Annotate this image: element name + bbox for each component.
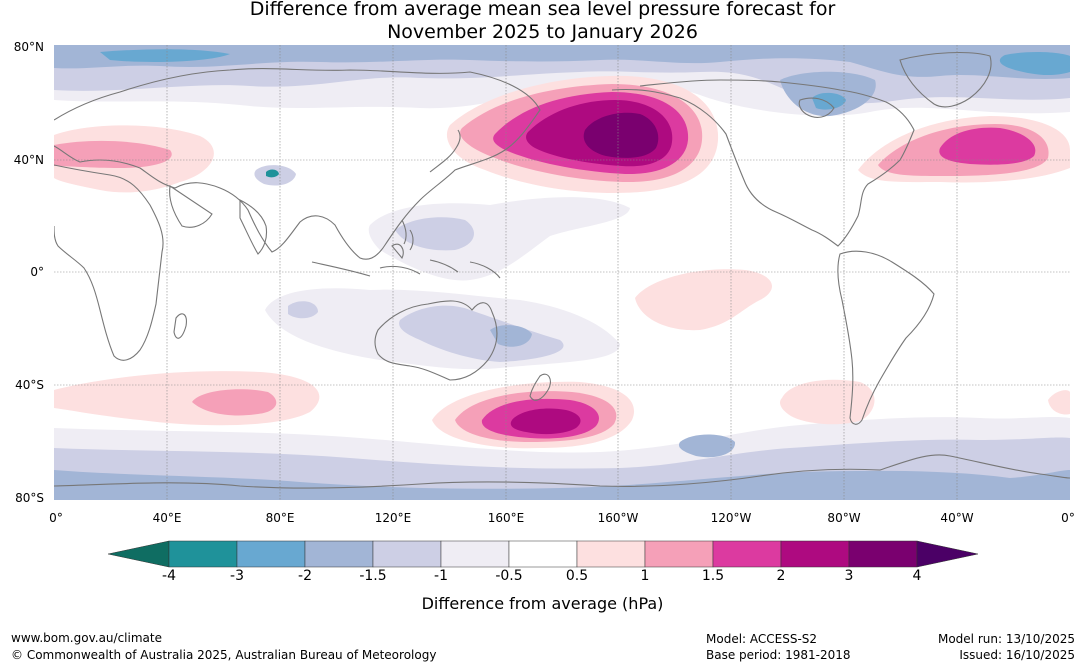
contour-southern-dark	[54, 470, 1070, 500]
contour-canada-core	[812, 92, 846, 110]
contour-arctic-russia	[100, 49, 230, 62]
graticule	[54, 45, 1070, 500]
coast-india	[239, 199, 268, 255]
lat-label-80n: 80°N	[13, 40, 44, 54]
lon-label-120w: 120°W	[710, 511, 752, 525]
colorbar-tick: 2	[776, 568, 786, 584]
lon-label-160w: 160°W	[597, 511, 639, 525]
contour-coralsea-dark	[490, 325, 532, 347]
footer-base-period: Base period: 1981-2018	[706, 648, 851, 662]
contour-arctic-dark	[54, 45, 1070, 79]
colorbar-over-arrow	[916, 540, 979, 568]
colorbar-tick: 1	[640, 568, 650, 584]
lon-label-120e: 120°E	[374, 511, 412, 525]
contour-indian-dark	[288, 301, 318, 319]
footer-issued: Issued: 16/10/2025	[959, 648, 1075, 662]
contour-wpac-mid	[395, 217, 475, 251]
coast-philippines	[401, 219, 414, 251]
colorbar-tick: -3	[230, 568, 244, 584]
anomaly-field	[54, 45, 1070, 500]
lat-label-equator: 0°	[30, 265, 44, 279]
colorbar-bin	[372, 540, 442, 568]
colorbar-bin	[644, 540, 714, 568]
lon-label-40e: 40°E	[152, 511, 182, 525]
colorbar-tick: -2	[298, 568, 312, 584]
lat-label-40n: 40°N	[13, 153, 44, 167]
page-title-line2: November 2025 to January 2026	[387, 21, 698, 43]
coast-madagascar	[173, 313, 187, 339]
colorbar-under-arrow	[107, 540, 170, 568]
colorbar	[107, 540, 979, 568]
colorbar-bin	[168, 540, 238, 568]
lon-label-0-east: 0°	[1061, 511, 1075, 525]
contour-npac-3	[583, 112, 659, 158]
lon-label-160e: 160°E	[487, 511, 525, 525]
footer-model: Model: ACCESS-S2	[706, 632, 818, 646]
lon-label-0-west: 0°	[49, 511, 63, 525]
lon-label-80w: 80°W	[827, 511, 861, 525]
colorbar-bin	[304, 540, 374, 568]
lat-label-40s: 40°S	[15, 378, 44, 392]
lon-label-80e: 80°E	[265, 511, 295, 525]
coast-antarctica	[54, 454, 1070, 489]
footer-model-run: Model run: 13/10/2025	[937, 632, 1075, 646]
contour-tibet-dark	[266, 169, 279, 178]
colorbar-bin	[440, 540, 510, 568]
coastlines	[54, 51, 1070, 489]
colorbar-bin	[576, 540, 646, 568]
colorbar-tick: -1	[434, 568, 448, 584]
contour-cpac-05	[635, 269, 772, 331]
coast-australia	[374, 300, 498, 381]
coast-north-america	[611, 79, 915, 247]
colorbar-bin	[780, 540, 850, 568]
coast-africa	[54, 164, 164, 361]
colorbar-tick: 1.5	[701, 568, 725, 584]
colorbar-bin	[236, 540, 306, 568]
coast-eurasia	[54, 68, 541, 260]
coast-arabia	[169, 185, 213, 228]
coast-south-america	[837, 250, 935, 425]
colorbar-tick: 3	[844, 568, 854, 584]
colorbar-bin	[508, 540, 578, 568]
contour-greenland-sea	[999, 52, 1070, 76]
coast-japan	[429, 129, 461, 173]
colorbar-tick: -1.5	[359, 568, 387, 584]
colorbar-tick: -0.5	[495, 568, 523, 584]
colorbar-bin	[848, 540, 918, 568]
contour-indoaus-mid	[399, 305, 564, 362]
footer-website: www.bom.gov.au/climate	[11, 631, 162, 645]
coast-hudson	[798, 97, 835, 118]
colorbar-bin	[712, 540, 782, 568]
footer-copyright: © Commonwealth of Australia 2025, Austra…	[11, 648, 437, 662]
contour-natl-15	[939, 127, 1036, 165]
lat-label-80s: 80°S	[15, 491, 44, 505]
lon-label-40w: 40°W	[940, 511, 974, 525]
colorbar-tick: 4	[912, 568, 922, 584]
page-title-line1: Difference from average mean sea level p…	[249, 0, 836, 20]
colorbar-title: Difference from average (hPa)	[421, 594, 664, 613]
contour-satl-05	[1048, 390, 1070, 415]
colorbar-tick: -4	[162, 568, 176, 584]
colorbar-tick: 0.5	[565, 568, 589, 584]
contour-southern-low	[678, 434, 736, 458]
coast-greenland	[899, 51, 992, 108]
colorbar-bins	[168, 540, 918, 568]
contour-sio-1	[192, 389, 277, 416]
coast-indonesia	[311, 243, 501, 279]
contour-swpac-2	[510, 408, 581, 435]
